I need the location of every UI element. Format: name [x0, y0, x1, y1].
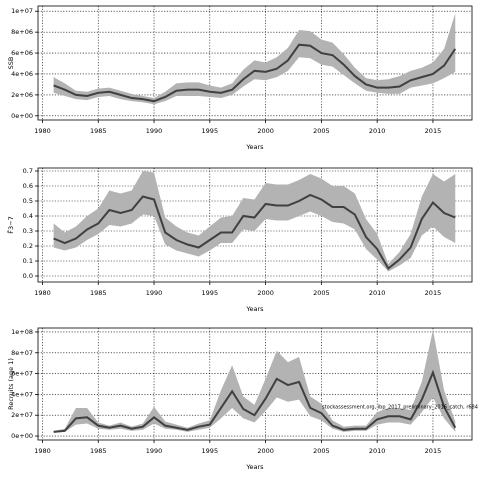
x-tick-label: 2015	[425, 127, 442, 135]
y-tick-label: 2e+06	[11, 91, 33, 99]
y-tick-label: 4e+06	[11, 70, 33, 78]
plot-frame	[37, 5, 473, 121]
x-tick-label: 2010	[369, 289, 386, 297]
x-tick-label: 1980	[34, 447, 51, 455]
x-tick-label: 2015	[425, 447, 442, 455]
x-tick-label: 2000	[257, 127, 274, 135]
line	[53, 43, 457, 103]
x-tick-label: 2005	[313, 127, 330, 135]
x-tick-label: 1985	[90, 447, 107, 455]
y-axis-label: Recruits (age 1)	[7, 358, 15, 410]
annotation: stockassessment.org, ibp_2017_preliminar…	[322, 405, 478, 411]
x-tick-label: 1990	[146, 289, 163, 297]
y-tick-label: 0e+00	[11, 432, 33, 440]
x-tick-label: 2010	[369, 127, 386, 135]
x-tick-label: 1990	[146, 447, 163, 455]
x-tick-label: 1980	[34, 289, 51, 297]
y-tick-label: 8e+06	[11, 28, 33, 36]
confidence-band	[53, 171, 456, 272]
y-tick-label: 1e+08	[11, 328, 33, 336]
x-tick-label: 1995	[202, 289, 219, 297]
x-tick-label: 1990	[146, 127, 163, 135]
plot-frame	[37, 327, 473, 441]
x-tick-label: 2015	[425, 289, 442, 297]
y-tick-label: 2e+07	[11, 411, 33, 419]
x-axis-label: Years	[245, 463, 264, 471]
y-tick-label: 0.0	[23, 272, 33, 280]
x-tick-label: 2005	[313, 289, 330, 297]
y-tick-label: 6e+07	[11, 370, 33, 378]
x-tick-label: 2000	[257, 289, 274, 297]
y-tick-label: 4e+07	[11, 390, 33, 398]
y-axis-label: F̄3−7	[6, 216, 15, 233]
y-tick-label: 0.1	[23, 257, 33, 265]
x-tick-label: 1980	[34, 127, 51, 135]
y-tick-label: 0.2	[23, 242, 33, 250]
x-tick-label: 2010	[369, 447, 386, 455]
x-axis-label: Years	[245, 305, 264, 313]
plot-frame	[37, 167, 473, 283]
y-axis-label: SSB	[7, 57, 15, 70]
y-tick-label: 6e+06	[11, 49, 33, 57]
y-tick-label: 8e+07	[11, 349, 33, 357]
x-tick-label: 1995	[202, 447, 219, 455]
confidence-band	[53, 13, 456, 105]
y-tick-label: 0.3	[23, 227, 33, 235]
x-tick-label: 1995	[202, 127, 219, 135]
confidence-band	[53, 329, 456, 433]
y-tick-label: 1e+07	[11, 7, 33, 15]
x-tick-label: 2005	[313, 447, 330, 455]
y-tick-label: 0.5	[23, 197, 33, 205]
y-tick-label: 0.7	[23, 167, 33, 175]
line	[53, 369, 457, 433]
y-tick-label: 0.4	[23, 212, 33, 220]
line	[53, 193, 456, 271]
y-tick-label: 0e+00	[11, 112, 33, 120]
x-axis-label: Years	[245, 143, 264, 151]
x-tick-label: 2000	[257, 447, 274, 455]
x-tick-label: 1985	[90, 289, 107, 297]
x-tick-label: 1985	[90, 127, 107, 135]
y-tick-label: 0.6	[23, 182, 33, 190]
